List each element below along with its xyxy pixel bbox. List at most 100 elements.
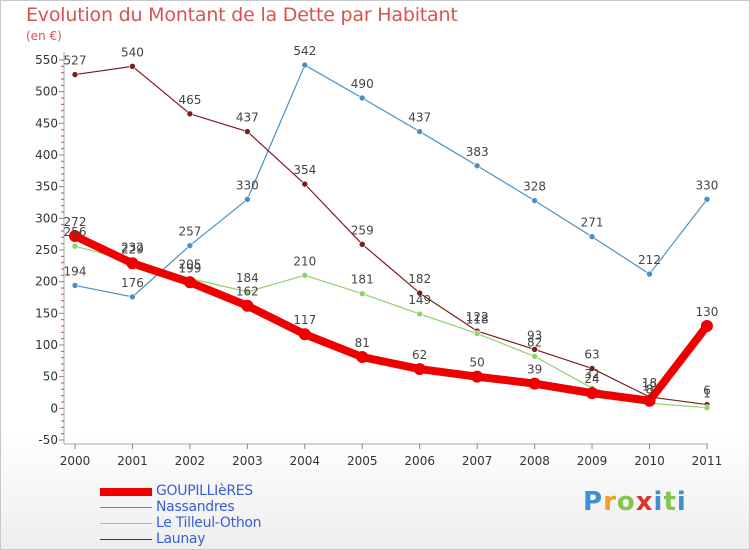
data-point — [298, 328, 311, 341]
data-point — [244, 128, 251, 135]
data-label: 118 — [466, 313, 489, 327]
legend-swatch — [100, 488, 152, 496]
data-point — [416, 128, 424, 135]
legend-label: GOUPILLIèRES — [156, 483, 253, 499]
proxiti-logo: Proxiti — [583, 487, 687, 517]
data-point — [700, 320, 713, 332]
logo-letter: r — [603, 487, 617, 517]
x-tick-label: 2001 — [117, 454, 148, 468]
data-point — [71, 282, 79, 289]
data-point — [71, 242, 79, 250]
data-label: 63 — [584, 347, 599, 361]
logo-letter: t — [663, 487, 677, 517]
series-line — [74, 245, 708, 409]
x-tick-label: 2005 — [347, 454, 378, 468]
series-layer — [69, 61, 713, 412]
y-tick-label: 50 — [43, 370, 58, 384]
data-point — [528, 377, 541, 390]
data-point — [358, 290, 366, 298]
x-tick-label: 2002 — [175, 454, 206, 468]
logo-letter: P — [583, 487, 604, 517]
data-label: 259 — [351, 223, 374, 237]
data-point — [703, 196, 711, 203]
data-label: 162 — [236, 285, 259, 299]
data-label: 330 — [695, 178, 718, 192]
data-label: 62 — [412, 348, 427, 362]
data-label: 490 — [351, 77, 374, 91]
data-point — [244, 196, 251, 203]
data-label: 117 — [293, 313, 316, 327]
data-label: 8 — [646, 382, 654, 396]
data-label: 39 — [527, 363, 542, 377]
data-point — [531, 197, 538, 204]
data-label: 272 — [64, 215, 87, 229]
data-label: 229 — [121, 242, 144, 256]
legend-swatch — [100, 507, 152, 508]
data-label: 176 — [121, 276, 144, 290]
data-label: 212 — [638, 253, 661, 267]
data-point — [586, 387, 599, 400]
series-line — [74, 65, 708, 406]
data-point — [186, 242, 194, 249]
data-label: 6 — [703, 384, 711, 398]
data-label: 12 — [642, 380, 657, 394]
data-point — [183, 276, 196, 289]
data-label: 437 — [408, 111, 431, 125]
y-tick-label: -50 — [38, 433, 58, 447]
data-label: 328 — [523, 180, 546, 194]
data-label: 122 — [466, 310, 489, 324]
data-label: 383 — [466, 145, 489, 159]
data-label: 542 — [293, 44, 316, 58]
data-point — [241, 299, 254, 312]
data-point — [416, 310, 424, 318]
data-labels: 1941762573305424904373833282712123305275… — [64, 44, 719, 401]
data-point — [471, 370, 484, 383]
series-nassandres — [71, 61, 711, 301]
data-label: 210 — [293, 254, 316, 268]
y-tick-label: 0 — [50, 401, 58, 415]
data-point — [531, 346, 538, 353]
logo-letter: x — [635, 487, 654, 517]
data-point — [643, 394, 656, 407]
data-point — [244, 288, 251, 296]
x-tick-label: 2009 — [577, 454, 608, 468]
data-point — [129, 63, 136, 70]
legend-label: Launay — [156, 531, 206, 547]
logo-letter: i — [676, 487, 687, 517]
axes: -500501001502002503003504004505005502000… — [35, 52, 722, 468]
data-label: 437 — [236, 111, 259, 125]
data-label: 18 — [642, 376, 657, 390]
chart-title: Evolution du Montant de la Dette par Hab… — [26, 4, 458, 26]
data-label: 465 — [178, 93, 201, 107]
data-point — [703, 404, 711, 412]
data-label: 1 — [703, 387, 711, 401]
x-tick-label: 2004 — [290, 454, 321, 468]
legend-label: Le Tilleul-Othon — [156, 515, 262, 531]
data-point — [416, 289, 424, 297]
series-line — [71, 232, 711, 405]
data-point — [588, 233, 596, 240]
data-label: 81 — [355, 336, 370, 350]
data-label: 199 — [178, 261, 201, 275]
data-label: 184 — [236, 271, 259, 285]
data-point — [358, 94, 366, 102]
data-point — [301, 61, 309, 69]
y-tick-label: 350 — [35, 180, 58, 194]
data-point — [473, 162, 481, 170]
data-label: 354 — [293, 163, 316, 177]
logo-letter: i — [653, 487, 664, 517]
legend-swatch — [100, 539, 152, 540]
y-tick-label: 250 — [35, 243, 58, 257]
data-point — [301, 180, 309, 188]
legend-label: Nassandres — [156, 499, 235, 515]
y-tick-label: 200 — [35, 275, 58, 289]
logo-letter: o — [616, 487, 636, 517]
y-tick-label: 450 — [35, 116, 58, 130]
y-tick-label: 100 — [35, 338, 58, 352]
data-label: 182 — [408, 272, 431, 286]
data-point — [69, 230, 81, 243]
data-point — [413, 363, 426, 376]
data-label: 181 — [351, 273, 374, 287]
